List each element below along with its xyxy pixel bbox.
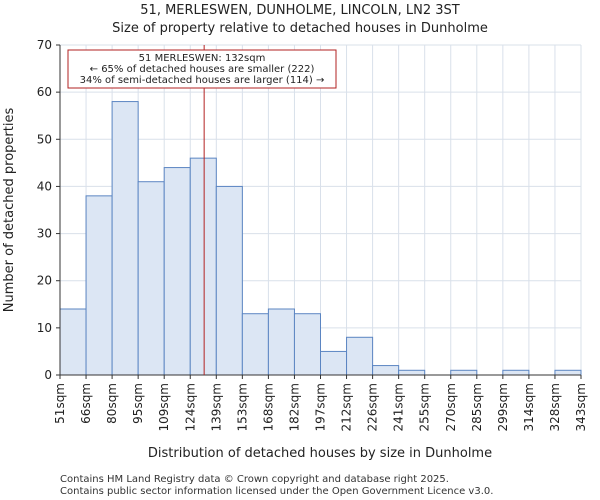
footer-copyright: Contains HM Land Registry data © Crown c… xyxy=(60,474,449,485)
y-tick-label: 0 xyxy=(44,368,52,382)
x-tick-label: 226sqm xyxy=(366,383,380,431)
annotation-line: 51 MERLESWEN: 132sqm xyxy=(139,53,266,64)
x-tick-label: 66sqm xyxy=(79,383,93,424)
x-tick-label: 168sqm xyxy=(261,383,275,431)
bar xyxy=(398,369,426,376)
x-tick-label: 314sqm xyxy=(522,383,536,431)
x-tick-label: 343sqm xyxy=(574,383,588,431)
y-tick-label: 50 xyxy=(37,132,52,146)
annotation-line: 34% of semi-detached houses are larger (… xyxy=(80,75,325,86)
y-axis-label: Number of detached properties xyxy=(2,108,17,313)
bar xyxy=(111,101,139,376)
bar xyxy=(137,181,165,376)
x-tick-label: 285sqm xyxy=(470,383,484,431)
footer-licence: Contains public sector information licen… xyxy=(60,486,494,497)
x-tick-labels: 51sqm 66sqm 80sqm 95sqm 109sqm 124sqm 139sqm 15… xyxy=(53,375,588,431)
chart-title: 51, MERLESWEN, DUNHOLME, LINCOLN, LN2 3S… xyxy=(140,3,460,18)
bar xyxy=(189,157,217,376)
property-marker: 51 MERLESWEN: 132sqm← 65% of detached ho… xyxy=(67,45,337,375)
x-tick-label: 241sqm xyxy=(392,383,406,431)
chart-subtitle: Size of property relative to detached ho… xyxy=(112,21,488,36)
bar xyxy=(59,308,87,376)
x-tick-label: 299sqm xyxy=(496,383,510,431)
x-tick-label: 124sqm xyxy=(183,383,197,431)
x-axis-label: Distribution of detached houses by size … xyxy=(148,446,492,461)
x-tick-label: 328sqm xyxy=(548,383,562,431)
bar xyxy=(241,313,269,376)
x-tick-label: 80sqm xyxy=(105,383,119,424)
annotation-line: ← 65% of detached houses are smaller (22… xyxy=(90,64,315,75)
bar xyxy=(346,336,374,376)
bar xyxy=(372,365,400,376)
bar xyxy=(163,167,191,376)
x-tick-label: 270sqm xyxy=(444,383,458,431)
y-tick-label: 30 xyxy=(37,227,52,241)
x-tick-label: 51sqm xyxy=(53,383,67,424)
y-tick-label: 20 xyxy=(37,274,52,288)
bar xyxy=(450,369,478,376)
bar xyxy=(502,369,530,376)
bar xyxy=(267,308,295,376)
annotation-box xyxy=(67,49,337,89)
y-tick-label: 70 xyxy=(37,38,52,52)
bars xyxy=(59,101,582,376)
bar xyxy=(215,185,243,376)
y-tick-label: 60 xyxy=(37,85,52,99)
x-tick-label: 109sqm xyxy=(157,383,171,431)
bar xyxy=(320,350,348,376)
bar xyxy=(554,369,582,376)
x-tick-label: 197sqm xyxy=(314,383,328,431)
x-tick-label: 95sqm xyxy=(131,383,145,424)
y-tick-labels: 0 10 20 30 40 50 60 70 xyxy=(37,38,60,382)
y-tick-label: 10 xyxy=(37,321,52,335)
x-tick-label: 182sqm xyxy=(287,383,301,431)
bar xyxy=(293,313,322,376)
x-tick-label: 153sqm xyxy=(235,383,249,431)
x-tick-label: 255sqm xyxy=(418,383,432,431)
x-tick-label: 139sqm xyxy=(209,383,223,431)
y-tick-label: 40 xyxy=(37,179,52,193)
x-tick-label: 212sqm xyxy=(340,383,354,431)
bar xyxy=(85,195,113,376)
